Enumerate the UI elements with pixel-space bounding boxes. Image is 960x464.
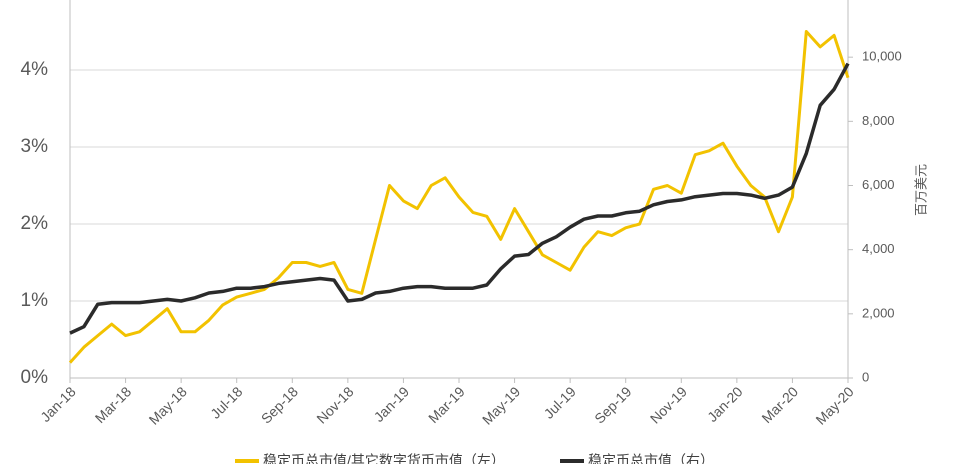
x-tick-label: Mar-18 [92, 383, 135, 426]
y2-axis-label: 百万美元 [913, 164, 928, 216]
x-tick-label: Jul-19 [541, 383, 579, 421]
x-tick-label: May-19 [479, 383, 523, 427]
x-tick-label: Sep-19 [591, 383, 634, 426]
x-tick-label: Mar-20 [758, 383, 801, 426]
legend-label: 稳定币总市值/其它数字货币市值（左） [263, 453, 505, 464]
x-tick-label: Sep-18 [258, 383, 301, 426]
y2-tick-label: 6,000 [862, 177, 895, 192]
x-tick-label: May-20 [812, 383, 856, 427]
x-tick-label: Nov-18 [313, 383, 356, 426]
y2-tick-label: 8,000 [862, 113, 895, 128]
y-tick-label: 1% [21, 290, 49, 311]
y-tick-label: 5% [21, 0, 49, 3]
x-tick-label: Nov-19 [647, 383, 690, 426]
y2-tick-label: 4,000 [862, 241, 895, 256]
y2-tick-label: 10,000 [862, 49, 902, 64]
x-tick-label: Jan-19 [371, 383, 413, 425]
legend-label: 稳定币总市值（右） [588, 453, 714, 464]
x-tick-label: Jul-18 [207, 383, 245, 421]
line-series [69, 62, 850, 335]
x-tick-label: May-18 [146, 383, 190, 427]
y2-tick-label: 0 [862, 369, 869, 384]
x-tick-label: Jan-20 [704, 383, 746, 425]
x-tick-label: Jan-18 [37, 383, 79, 425]
line-series [68, 30, 850, 364]
x-tick-label: Mar-19 [425, 383, 468, 426]
y-tick-label: 4% [21, 59, 49, 80]
y-tick-label: 0% [21, 367, 49, 388]
y-tick-label: 3% [21, 136, 49, 157]
y2-tick-label: 2,000 [862, 305, 895, 320]
y-tick-label: 2% [21, 213, 49, 234]
